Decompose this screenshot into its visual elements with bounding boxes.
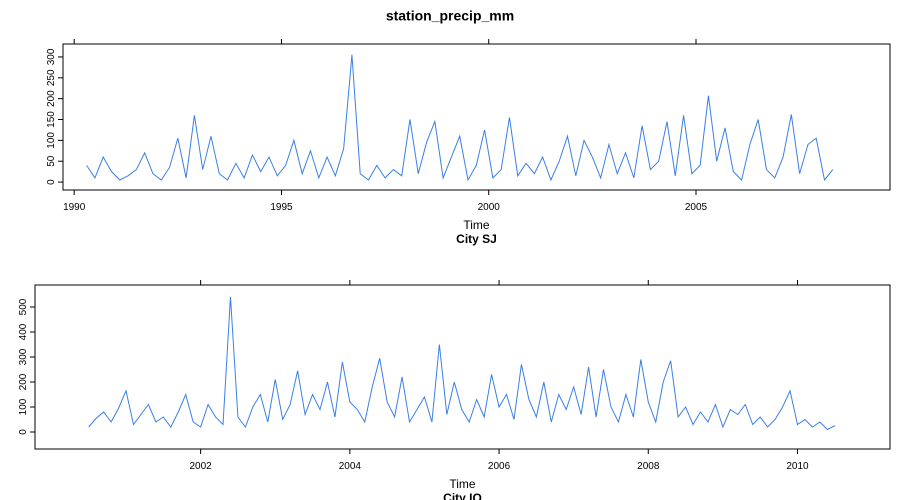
y-tick-label: 0	[46, 179, 57, 185]
y-tick-label: 500	[18, 298, 29, 315]
y-tick-label: 50	[46, 155, 57, 167]
chart-title: station_precip_mm	[386, 8, 514, 24]
x-tick-label: 2004	[339, 461, 362, 472]
x-tick-label: 2008	[637, 461, 660, 472]
x-axis-label: Time	[463, 218, 490, 232]
y-tick-label: 0	[18, 429, 29, 435]
x-tick-label: 2010	[786, 461, 809, 472]
plot-frame	[62, 43, 891, 191]
plot-frame	[34, 284, 891, 450]
panel-title: City SJ	[456, 232, 497, 246]
panel-title: City IQ	[443, 491, 482, 500]
y-tick-label: 250	[46, 69, 57, 86]
x-tick-label: 1990	[63, 202, 86, 213]
x-tick-label: 1995	[270, 202, 293, 213]
x-tick-label: 2000	[478, 202, 501, 213]
y-tick-label: 100	[18, 398, 29, 415]
data-line	[88, 296, 836, 431]
x-tick-label: 2006	[488, 461, 511, 472]
x-tick-label: 2005	[685, 202, 708, 213]
y-tick-label: 100	[46, 132, 57, 149]
x-tick-label: 2002	[190, 461, 213, 472]
data-line	[86, 54, 834, 182]
x-axis-label: Time	[449, 477, 476, 491]
y-tick-label: 200	[46, 90, 57, 107]
y-tick-label: 200	[18, 373, 29, 390]
y-tick-label: 150	[46, 111, 57, 128]
y-tick-label: 400	[18, 323, 29, 340]
y-tick-label: 300	[46, 48, 57, 65]
y-tick-label: 300	[18, 348, 29, 365]
